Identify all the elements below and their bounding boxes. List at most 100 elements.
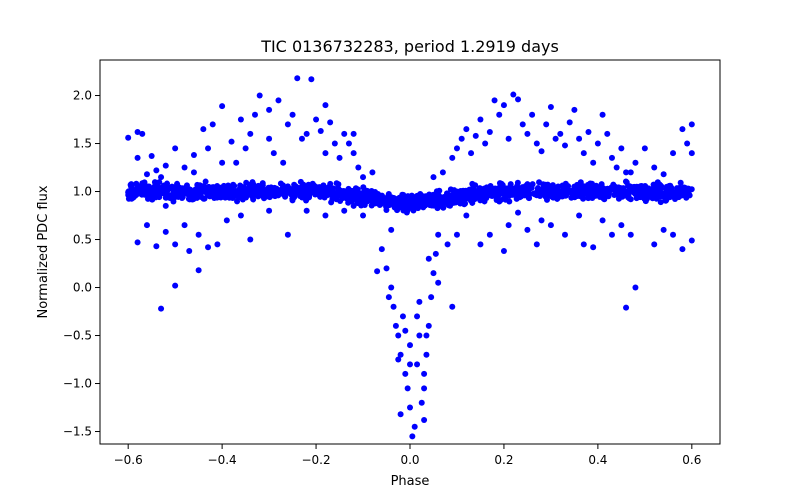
data-point xyxy=(486,129,493,135)
data-point xyxy=(625,182,632,189)
data-point xyxy=(294,75,301,82)
data-point xyxy=(688,237,695,244)
data-point xyxy=(335,181,342,188)
data-point xyxy=(360,212,367,219)
data-point xyxy=(452,193,459,200)
data-point xyxy=(299,194,306,201)
data-point xyxy=(633,195,640,202)
data-point xyxy=(172,282,179,289)
data-point xyxy=(270,150,277,157)
data-point xyxy=(237,116,244,123)
data-point xyxy=(674,192,681,199)
data-point xyxy=(513,195,520,202)
x-axis-label: Phase xyxy=(391,474,430,489)
data-point xyxy=(272,193,279,200)
data-point xyxy=(627,169,634,176)
data-point xyxy=(162,162,169,169)
data-point xyxy=(576,135,583,142)
x-tick-label: 0.2 xyxy=(494,453,513,467)
x-tick-label: 0.4 xyxy=(588,453,607,467)
y-axis-label: Normalized PDC flux xyxy=(36,185,51,318)
data-point xyxy=(141,179,148,186)
data-point xyxy=(533,192,540,199)
data-point xyxy=(469,180,476,187)
data-point xyxy=(256,191,263,198)
y-tick-label: −0.5 xyxy=(63,329,92,343)
data-point xyxy=(474,188,481,195)
data-point xyxy=(449,303,456,310)
data-point xyxy=(359,200,366,207)
data-point xyxy=(135,185,142,192)
data-point xyxy=(190,169,197,176)
data-point xyxy=(345,199,352,206)
data-point xyxy=(341,207,348,214)
x-tick-label: −0.4 xyxy=(208,453,237,467)
data-point xyxy=(292,183,299,190)
data-point xyxy=(156,179,163,186)
y-tick-label: 0.5 xyxy=(73,233,92,247)
data-point xyxy=(577,186,584,193)
data-point xyxy=(411,423,418,430)
data-point xyxy=(152,194,159,201)
data-point xyxy=(477,116,484,123)
data-point xyxy=(172,145,179,152)
data-point xyxy=(360,174,367,181)
data-point xyxy=(261,195,268,202)
data-point xyxy=(303,130,310,137)
data-point xyxy=(623,304,630,311)
data-point xyxy=(303,207,310,214)
data-point xyxy=(350,130,357,137)
data-point xyxy=(425,255,432,262)
data-point xyxy=(426,191,433,198)
data-point xyxy=(205,145,212,152)
data-point xyxy=(144,195,151,202)
data-point xyxy=(134,239,141,246)
data-point xyxy=(275,97,282,104)
data-point xyxy=(141,187,148,194)
data-point xyxy=(134,154,141,161)
data-point xyxy=(430,270,437,277)
data-point xyxy=(183,182,190,189)
data-point xyxy=(237,212,244,219)
data-point xyxy=(679,246,686,253)
data-point xyxy=(571,106,578,113)
data-point xyxy=(677,179,684,186)
data-point xyxy=(505,135,512,142)
y-tick-label: −1.5 xyxy=(63,425,92,439)
data-point xyxy=(562,142,568,149)
data-point xyxy=(205,244,212,251)
data-point xyxy=(594,140,601,147)
data-point xyxy=(334,192,341,199)
data-point xyxy=(402,370,409,377)
data-point xyxy=(651,186,658,193)
data-point xyxy=(317,128,324,135)
data-point xyxy=(461,201,468,208)
data-point xyxy=(562,231,568,238)
y-tick-label: 0.0 xyxy=(73,281,92,295)
data-point xyxy=(306,194,313,201)
data-point xyxy=(407,342,413,349)
data-point xyxy=(627,231,634,238)
data-point xyxy=(421,385,428,392)
data-point xyxy=(327,119,334,126)
data-point xyxy=(486,231,493,238)
data-point xyxy=(515,96,522,103)
data-point xyxy=(270,185,277,192)
data-point xyxy=(414,361,421,368)
data-points xyxy=(125,75,695,440)
data-point xyxy=(148,153,155,159)
data-point xyxy=(428,196,435,203)
data-point xyxy=(660,226,667,233)
data-point xyxy=(235,194,242,201)
data-point xyxy=(453,231,460,238)
data-point xyxy=(654,180,661,187)
data-point xyxy=(214,241,221,248)
data-point xyxy=(404,385,411,392)
data-point xyxy=(430,174,437,181)
data-point xyxy=(155,184,162,191)
data-point xyxy=(417,191,424,198)
data-point xyxy=(300,181,307,188)
data-point xyxy=(195,185,202,192)
data-point xyxy=(399,313,406,320)
data-point xyxy=(554,186,561,193)
